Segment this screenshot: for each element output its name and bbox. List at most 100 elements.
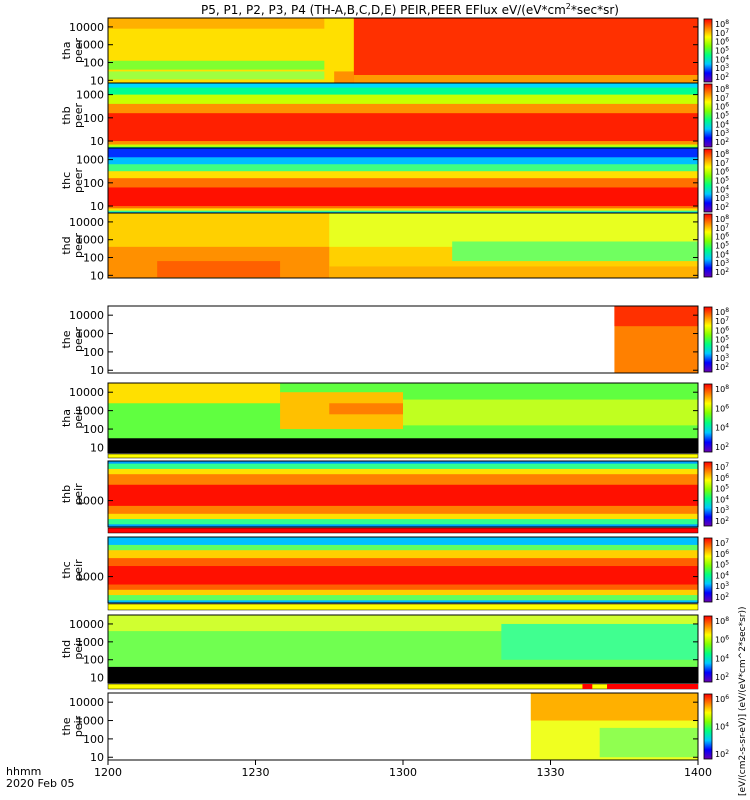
- panel-label-product: peer: [72, 327, 85, 353]
- colorbar-tick-label: 107: [715, 462, 729, 472]
- colorbar-tick-label: 106: [715, 102, 729, 112]
- colorbar-tick-label: 105: [715, 241, 729, 251]
- panel-label: thepeer: [60, 327, 85, 353]
- spectrogram-band: [108, 18, 325, 29]
- y-tick-label: 1000: [76, 636, 104, 649]
- y-tick-label: 1000: [76, 495, 104, 508]
- y-tick-label: 100: [83, 423, 104, 436]
- panel-label: thapeir: [60, 407, 85, 429]
- colorbar-tick-label: 102: [715, 672, 729, 682]
- colorbar-tick-label: 104: [715, 570, 729, 580]
- spectrogram-band: [329, 213, 698, 247]
- colorbar: [703, 83, 713, 148]
- panel-label: thbpeir: [60, 483, 85, 505]
- y-tick-label: 10000: [69, 696, 104, 709]
- figure-title: P5, P1, P2, P3, P4 (TH-A,B,C,D,E) PEIR,P…: [201, 2, 619, 17]
- title-superscript: 2: [566, 2, 571, 11]
- panel-label-product: peir: [72, 559, 85, 581]
- panel-frame: [107, 212, 699, 279]
- colorbar-tick-label: 102: [715, 592, 729, 602]
- colorbar-tick-label: 108: [715, 19, 729, 29]
- y-tick-label: 100: [83, 252, 104, 265]
- panel-frame: [107, 536, 699, 604]
- colorbar-tick-label: 107: [715, 316, 729, 326]
- colorbar-tick-label: 102: [715, 267, 729, 277]
- panel-label-product: peer: [72, 233, 85, 259]
- colorbar-tick-label: 107: [715, 538, 729, 548]
- panel-label-probe: the: [60, 717, 73, 735]
- panel-thd-peer: 10 100 1000 10000 thdpeer 1021031041051061071…: [60, 212, 729, 282]
- colorbar-tick-label: 108: [715, 149, 729, 159]
- y-tick-label: 10: [90, 135, 104, 148]
- colorbar-tick-label: 103: [715, 505, 729, 515]
- panel-the-peir: 10 100 1000 10000 thepeir 102 104 106: [60, 692, 729, 764]
- panel-frame: [107, 460, 699, 528]
- spectrogram-band: [329, 266, 698, 278]
- colorbar-tick-label: 103: [715, 258, 729, 268]
- colorbar-tick-label: 108: [715, 384, 729, 394]
- panel-label-product: peir: [72, 715, 85, 737]
- y-tick-label: 100: [83, 57, 104, 70]
- spectrogram-band: [108, 484, 698, 506]
- flag-bar-segment: [582, 684, 593, 689]
- colorbar: [703, 213, 713, 278]
- panel-label-probe: tha: [60, 41, 73, 59]
- panel-label-probe: thd: [60, 236, 73, 254]
- y-tick-label: 10: [90, 200, 104, 213]
- x-tick-label: 1200: [94, 766, 122, 779]
- y-tick-label: 1000: [76, 154, 104, 167]
- colorbar: [703, 148, 713, 213]
- date-label: 2020 Feb 05: [6, 777, 74, 790]
- flag-bar-segment: [607, 684, 698, 689]
- colorbar-tick-label: 106: [715, 232, 729, 242]
- colorbar-tick-label: 102: [715, 516, 729, 526]
- colorbar: [703, 461, 713, 527]
- colorbar-tick-label: 104: [715, 722, 729, 732]
- panel-background: [108, 306, 698, 373]
- y-tick-label: 10: [90, 364, 104, 377]
- colorbar-tick-label: 105: [715, 111, 729, 121]
- y-tick-label: 100: [83, 733, 104, 746]
- spectrogram-band: [108, 566, 698, 585]
- panel-tha-peer: 10 100 1000 10000 thapeer 1021031041051061071…: [60, 17, 729, 87]
- colorbar-tick-label: 105: [715, 335, 729, 345]
- spectrogram-band: [157, 261, 281, 278]
- colorbar: [703, 693, 713, 760]
- spectrogram-band: [501, 623, 698, 660]
- colorbar-tick-label: 105: [715, 46, 729, 56]
- colorbar-tick-label: 106: [715, 403, 729, 413]
- spectrogram-band: [108, 71, 325, 80]
- colorbar-tick-label: 108: [715, 214, 729, 224]
- colorbar-tick-label: 108: [715, 307, 729, 317]
- colorbar-tick-label: 104: [715, 653, 729, 663]
- y-tick-label: 1000: [76, 234, 104, 247]
- colorbar-tick-label: 107: [715, 28, 729, 38]
- colorbar-tick-label: 105: [715, 176, 729, 186]
- colorbar-tick-label: 102: [715, 442, 729, 452]
- panel-label-product: peer: [72, 38, 85, 64]
- y-tick-label: 10: [90, 672, 104, 685]
- colorbar-tick-label: 107: [715, 93, 729, 103]
- title-text-end: *sec*sr): [571, 3, 619, 17]
- colorbar-tick-label: 106: [715, 694, 729, 704]
- colorbar-tick-label: 107: [715, 158, 729, 168]
- y-tick-label: 10: [90, 441, 104, 454]
- panel-label: thepeir: [60, 715, 85, 737]
- panel-label: thdpeir: [60, 638, 85, 660]
- panel-frame: [107, 382, 699, 454]
- colorbar-tick-label: 106: [715, 473, 729, 483]
- panel-label: thbpeer: [60, 103, 85, 129]
- y-tick-label: 1000: [76, 89, 104, 102]
- panel-label-probe: thd: [60, 640, 73, 658]
- panel-frame: [107, 614, 699, 684]
- y-tick-label: 1000: [76, 715, 104, 728]
- panel-label-probe: tha: [60, 409, 73, 427]
- spectrogram-band: [452, 241, 698, 262]
- spectrogram-band: [334, 71, 354, 83]
- spectrogram-band: [108, 666, 698, 683]
- x-axis-label: hhmm: [6, 765, 41, 778]
- spectrogram-band: [353, 74, 698, 83]
- colorbar-tick-label: 104: [715, 494, 729, 504]
